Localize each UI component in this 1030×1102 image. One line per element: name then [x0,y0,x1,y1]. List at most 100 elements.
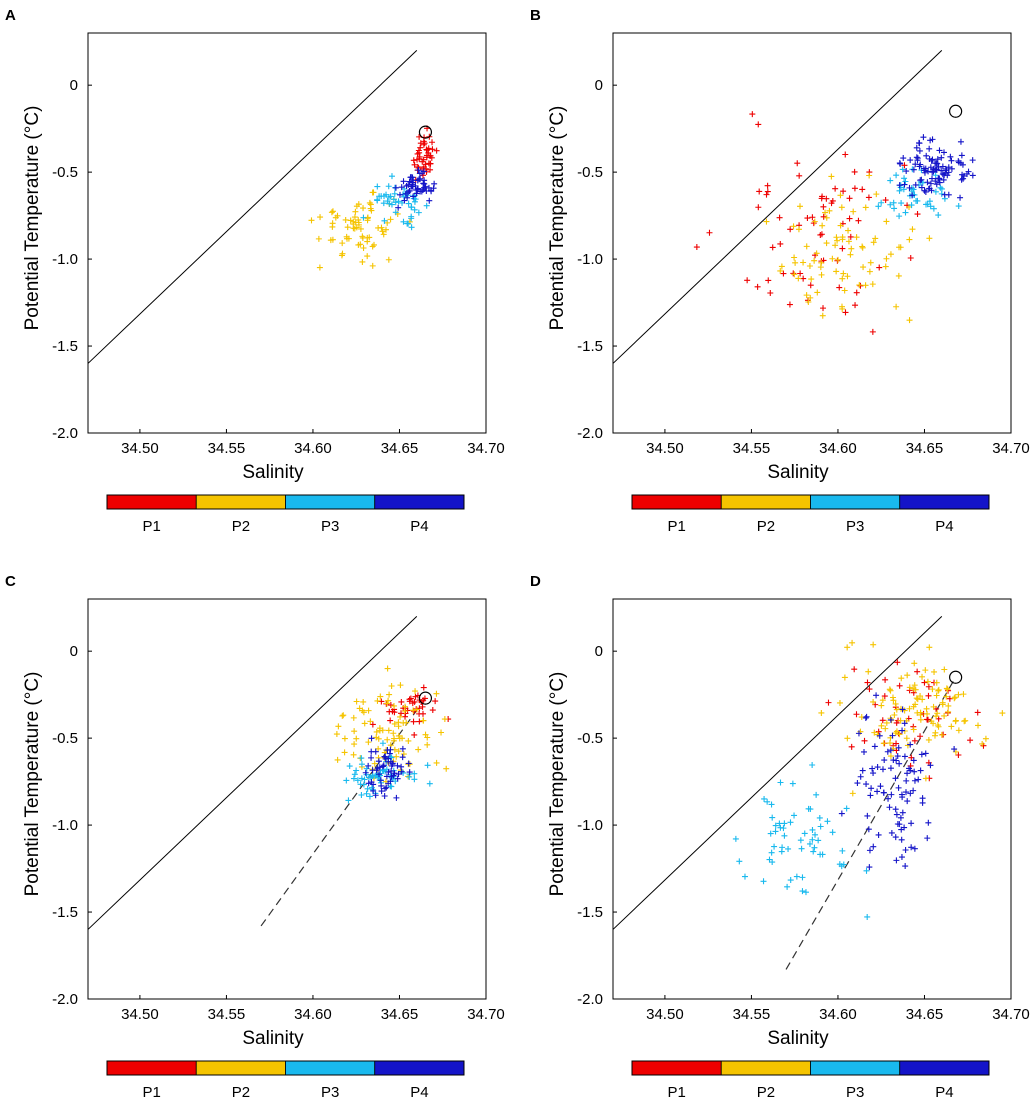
data-point-p4 [951,746,958,753]
data-point-p1 [763,191,770,198]
x-tick-label: 34.50 [121,440,159,457]
scatter-points [732,639,1006,920]
data-point-p3 [932,188,939,195]
data-point-p1 [804,215,811,222]
data-point-p2 [791,254,798,261]
data-point-p2 [910,703,917,710]
data-point-p2 [834,237,841,244]
data-point-p2 [400,751,407,758]
data-point-p3 [360,214,367,221]
data-point-p2 [384,700,391,707]
data-point-p2 [806,263,813,270]
data-point-p1 [420,684,427,691]
data-point-p4 [867,792,874,799]
data-point-p1 [881,693,888,700]
data-point-p2 [364,238,371,245]
colorbar-frame [631,494,990,510]
data-point-p2 [338,252,345,259]
data-point-p1 [421,695,428,702]
data-point-p4 [902,789,909,796]
data-point-p1 [864,679,871,686]
y-tick-label: -0.5 [577,164,603,181]
reference-point-marker [949,104,963,118]
data-point-p3 [896,187,903,194]
data-point-p1 [756,188,763,195]
data-point-p2 [923,705,930,712]
data-point-p2 [373,728,380,735]
data-point-p1 [425,160,432,167]
data-point-p4 [910,166,917,173]
data-point-p4 [913,144,920,151]
data-point-p1 [907,254,914,261]
data-point-p4 [414,185,421,192]
data-point-p2 [396,735,403,742]
scatter-points [333,665,452,804]
data-point-p2 [911,660,918,667]
data-point-p1 [882,197,889,204]
data-point-p2 [406,761,413,768]
data-point-p4 [875,831,882,838]
data-point-p3 [358,755,365,762]
data-point-p4 [381,753,388,760]
plot-frame [612,32,1012,434]
colorbar-segment-p4 [899,1060,990,1076]
data-point-p3 [807,806,814,813]
data-point-p4 [368,748,375,755]
data-point-p3 [784,883,791,890]
data-point-p4 [365,762,372,769]
data-point-p3 [893,172,900,179]
data-point-p2 [943,685,950,692]
data-point-p4 [402,190,409,197]
data-point-p3 [815,837,822,844]
data-point-p4 [934,160,941,167]
panel-letter: D [530,573,541,590]
data-point-p2 [332,214,339,221]
data-point-p2 [951,695,958,702]
x-tick-label: 34.60 [819,440,857,457]
data-point-p2 [893,303,900,310]
data-point-p2 [917,711,924,718]
data-point-p1 [787,226,794,233]
data-point-p4 [885,795,892,802]
data-point-p2 [878,702,885,709]
data-point-p4 [955,159,962,166]
data-point-p2 [823,214,830,221]
data-point-p4 [400,178,407,185]
data-point-p4 [895,784,902,791]
data-point-p4 [907,157,914,164]
data-point-p2 [866,268,873,275]
data-point-p2 [841,674,848,681]
data-point-p4 [945,164,952,171]
data-point-p1 [914,211,921,218]
data-point-p1 [866,686,873,693]
data-point-p3 [405,200,412,207]
data-point-p2 [350,714,357,721]
data-point-p2 [919,696,926,703]
y-tick-label: -1.5 [577,904,603,921]
data-point-p1 [410,718,417,725]
data-point-p2 [339,240,346,247]
data-point-p4 [426,197,433,204]
data-point-p1 [865,194,872,201]
data-point-p3 [798,845,805,852]
panel-letter: B [530,7,541,24]
data-point-p4 [938,154,945,161]
colorbar-label: P1 [142,518,160,535]
colorbar-segment-p1 [106,1060,197,1076]
data-point-p2 [891,712,898,718]
data-point-p4 [420,180,427,187]
data-point-p1 [412,693,419,700]
data-point-p2 [975,722,982,729]
data-point-p2 [850,208,857,215]
data-point-p4 [873,692,880,699]
data-point-p2 [832,242,839,249]
data-point-p4 [874,764,881,771]
data-point-p1 [861,737,868,744]
colorbar-label: P2 [757,1084,775,1101]
data-point-p1 [819,193,826,200]
data-point-p2 [906,236,913,243]
data-point-p2 [360,244,367,251]
data-point-p4 [916,147,923,154]
panel-a: A 34.50 34.55 34.60 34.65 34.70 0 -0.5 -1.0 -1.5 -… [5,7,505,535]
data-point-p4 [396,191,403,198]
